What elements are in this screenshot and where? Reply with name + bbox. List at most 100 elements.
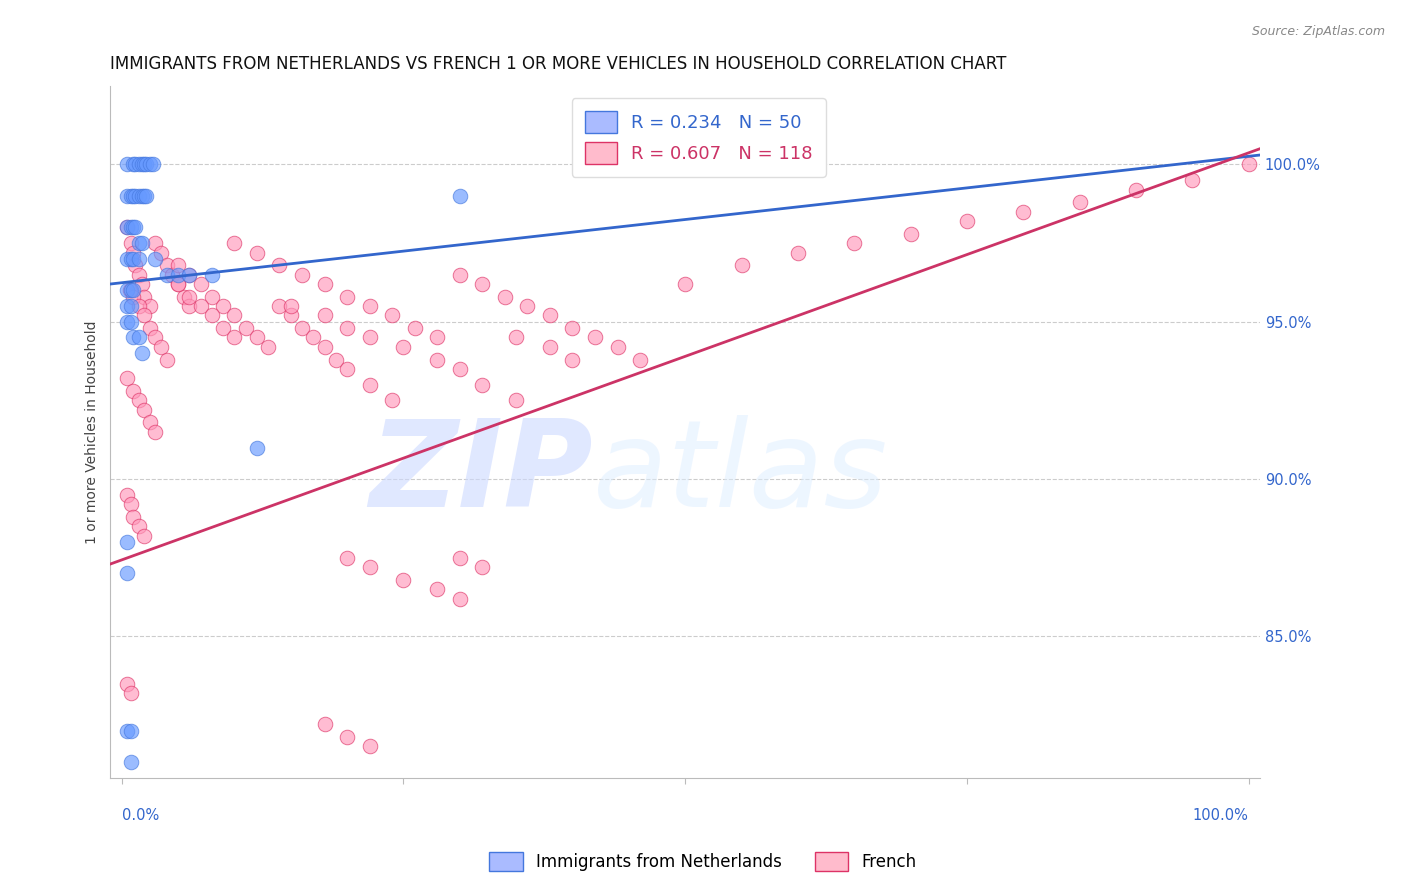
Y-axis label: 1 or more Vehicles in Household: 1 or more Vehicles in Household bbox=[86, 320, 100, 543]
Point bbox=[302, 330, 325, 344]
Point bbox=[128, 519, 150, 533]
Point bbox=[134, 529, 156, 543]
Point bbox=[1012, 204, 1035, 219]
Point bbox=[131, 157, 153, 171]
Point bbox=[134, 402, 156, 417]
Point bbox=[118, 283, 141, 297]
Point bbox=[145, 236, 167, 251]
Point bbox=[381, 309, 404, 323]
Text: 100.0%: 100.0% bbox=[1192, 808, 1249, 823]
Point bbox=[730, 258, 752, 272]
Point bbox=[628, 352, 651, 367]
Point bbox=[145, 425, 167, 439]
Point bbox=[117, 252, 139, 266]
Point bbox=[120, 283, 142, 297]
Point bbox=[336, 362, 359, 376]
Point bbox=[246, 330, 269, 344]
Point bbox=[120, 299, 142, 313]
Point bbox=[145, 252, 167, 266]
Point bbox=[120, 236, 142, 251]
Text: Source: ZipAtlas.com: Source: ZipAtlas.com bbox=[1251, 25, 1385, 38]
Point bbox=[139, 416, 162, 430]
Point bbox=[131, 236, 153, 251]
Point bbox=[122, 509, 145, 524]
Point bbox=[117, 488, 139, 502]
Point bbox=[606, 340, 628, 354]
Point bbox=[269, 299, 291, 313]
Point bbox=[201, 289, 224, 303]
Point bbox=[291, 321, 314, 335]
Point bbox=[162, 268, 184, 282]
Point bbox=[124, 157, 146, 171]
Point bbox=[336, 321, 359, 335]
Point bbox=[117, 723, 139, 738]
Point bbox=[128, 268, 150, 282]
Point bbox=[167, 277, 190, 291]
Point bbox=[561, 352, 583, 367]
Point bbox=[134, 189, 156, 203]
Point bbox=[1069, 195, 1091, 210]
Point bbox=[336, 289, 359, 303]
Point bbox=[224, 236, 246, 251]
Point bbox=[449, 268, 471, 282]
Point bbox=[224, 330, 246, 344]
Point bbox=[1237, 157, 1260, 171]
Point bbox=[494, 289, 516, 303]
Point bbox=[120, 723, 142, 738]
Point bbox=[117, 220, 139, 235]
Point bbox=[201, 309, 224, 323]
Point bbox=[117, 157, 139, 171]
Point bbox=[122, 220, 145, 235]
Point bbox=[120, 497, 142, 511]
Point bbox=[359, 739, 381, 754]
Point bbox=[120, 315, 142, 329]
Point bbox=[190, 277, 212, 291]
Point bbox=[128, 252, 150, 266]
Point bbox=[449, 550, 471, 565]
Point bbox=[246, 441, 269, 455]
Legend: Immigrants from Netherlands, French: Immigrants from Netherlands, French bbox=[481, 843, 925, 880]
Point bbox=[134, 157, 156, 171]
Point bbox=[212, 299, 235, 313]
Point bbox=[122, 330, 145, 344]
Point bbox=[538, 309, 561, 323]
Point bbox=[142, 157, 165, 171]
Point bbox=[235, 321, 257, 335]
Point bbox=[167, 268, 190, 282]
Point bbox=[128, 157, 150, 171]
Text: IMMIGRANTS FROM NETHERLANDS VS FRENCH 1 OR MORE VEHICLES IN HOUSEHOLD CORRELATIO: IMMIGRANTS FROM NETHERLANDS VS FRENCH 1 … bbox=[111, 55, 1007, 73]
Point bbox=[122, 283, 145, 297]
Point bbox=[336, 550, 359, 565]
Point bbox=[280, 309, 302, 323]
Point bbox=[173, 289, 195, 303]
Point bbox=[314, 277, 336, 291]
Point bbox=[1125, 183, 1147, 197]
Point bbox=[131, 189, 153, 203]
Point bbox=[190, 299, 212, 313]
Point bbox=[449, 591, 471, 606]
Point bbox=[128, 189, 150, 203]
Point bbox=[135, 189, 157, 203]
Point bbox=[156, 258, 179, 272]
Point bbox=[404, 321, 426, 335]
Point bbox=[224, 309, 246, 323]
Point bbox=[150, 245, 173, 260]
Point bbox=[167, 258, 190, 272]
Point bbox=[122, 157, 145, 171]
Point bbox=[139, 299, 162, 313]
Point bbox=[122, 384, 145, 398]
Point bbox=[179, 268, 201, 282]
Point bbox=[128, 299, 150, 313]
Point bbox=[673, 277, 696, 291]
Point bbox=[131, 346, 153, 360]
Point bbox=[156, 268, 179, 282]
Point bbox=[117, 676, 139, 690]
Point bbox=[122, 189, 145, 203]
Point bbox=[392, 340, 415, 354]
Point bbox=[145, 330, 167, 344]
Point bbox=[134, 289, 156, 303]
Point bbox=[336, 730, 359, 744]
Point bbox=[117, 299, 139, 313]
Point bbox=[212, 321, 235, 335]
Point bbox=[381, 393, 404, 408]
